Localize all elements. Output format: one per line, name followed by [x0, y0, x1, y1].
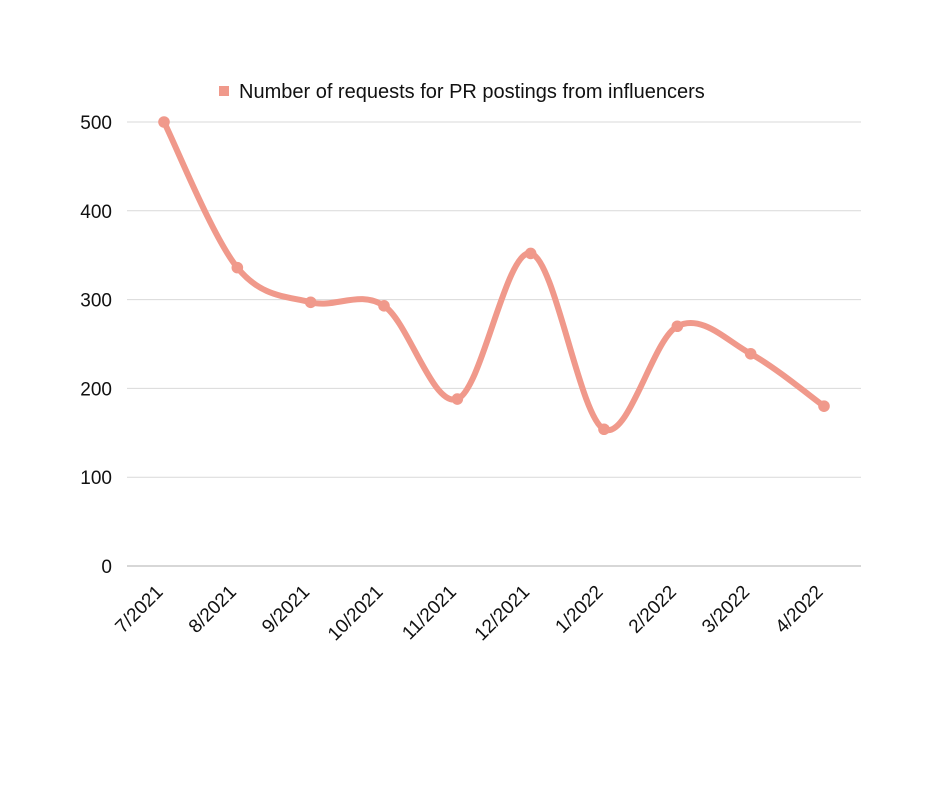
x-tick-label-3-2022: 3/2022	[698, 582, 754, 638]
x-tick-label-4-2022: 4/2022	[772, 582, 828, 638]
data-point-1-2022	[598, 423, 610, 436]
y-tick-label-300: 300	[80, 291, 112, 312]
x-tick-label-2-2022: 2/2022	[625, 582, 681, 638]
y-tick-label-200: 200	[80, 379, 112, 400]
x-tick-label-11-2021: 11/2021	[398, 582, 460, 644]
data-point-10-2021	[378, 300, 390, 312]
y-tick-label-0: 0	[101, 557, 112, 578]
data-point-12-2021	[524, 247, 537, 260]
data-point-3-2022	[744, 347, 757, 360]
data-point-4-2022	[818, 400, 830, 412]
x-tick-label-9-2021: 9/2021	[258, 582, 314, 638]
data-point-11-2021	[451, 393, 464, 405]
y-tick-label-500: 500	[80, 113, 112, 134]
x-tick-label-10-2021: 10/2021	[324, 582, 387, 645]
data-point-9-2021	[304, 296, 317, 309]
x-axis-ticks: 7/2021 8/2021 9/2021 10/2021 11/2021 12/2021 1…	[112, 582, 828, 645]
data-point-8-2021	[231, 261, 244, 274]
data-points	[158, 116, 830, 436]
legend-swatch	[219, 86, 229, 96]
y-tick-label-100: 100	[80, 468, 112, 489]
x-tick-label-8-2021: 8/2021	[185, 582, 241, 638]
y-axis-ticks: 0 100 200 300 400 500	[80, 113, 112, 578]
x-tick-label-7-2021: 7/2021	[112, 582, 168, 638]
y-tick-label-400: 400	[80, 202, 112, 223]
legend-label: Number of requests for PR postings from …	[239, 81, 705, 103]
x-tick-label-12-2021: 12/2021	[471, 582, 534, 645]
data-point-2-2022	[671, 320, 684, 333]
x-tick-label-1-2022: 1/2022	[552, 582, 608, 638]
legend: Number of requests for PR postings from …	[219, 81, 705, 103]
data-point-7-2021	[158, 116, 170, 128]
series-group	[161, 119, 827, 434]
series-line	[161, 119, 827, 434]
grid-lines	[127, 121, 861, 478]
